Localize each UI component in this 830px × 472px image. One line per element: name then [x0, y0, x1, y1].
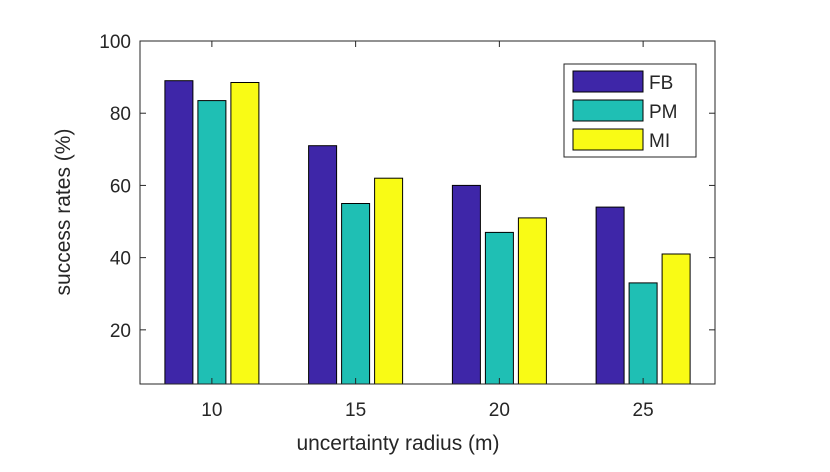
x-tick-label-20: 20: [489, 400, 510, 421]
x-tick-label-25: 25: [633, 400, 654, 421]
x-axis-label: uncertainty radius (m): [296, 432, 499, 455]
x-tick-label-15: 15: [345, 400, 366, 421]
legend-swatch-pm: [572, 99, 644, 122]
legend-swatch-mi: [572, 128, 644, 151]
bar-pm-20: [484, 231, 514, 385]
bar-fb-20: [451, 184, 481, 385]
y-tick-label-80: 80: [110, 104, 131, 125]
legend-label-pm: PM: [649, 102, 678, 123]
bar-mi-20: [517, 217, 547, 385]
bar-fb-25: [595, 206, 625, 385]
y-tick-label-20: 20: [110, 321, 131, 342]
bar-fb-10: [164, 80, 194, 385]
bar-mi-15: [374, 177, 404, 385]
legend-swatch-fb: [572, 70, 644, 93]
x-tick-label-10: 10: [201, 400, 222, 421]
bar-pm-10: [197, 100, 227, 385]
y-tick-label-100: 100: [99, 32, 131, 53]
bar-mi-25: [661, 253, 691, 385]
ticks-layer: 10 15 20 25 20 40 60 80 100: [99, 32, 715, 421]
bar-pm-25: [628, 282, 658, 385]
plot-frame: [139, 40, 716, 385]
bar-mi-10: [230, 82, 260, 385]
bars-layer: [164, 80, 691, 385]
y-axis-label: success rates (%): [52, 129, 75, 296]
y-tick-label-40: 40: [110, 249, 131, 270]
bar-pm-15: [341, 203, 371, 385]
y-tick-label-60: 60: [110, 176, 131, 197]
bar-fb-15: [308, 145, 338, 385]
legend-label-mi: MI: [649, 131, 670, 152]
legend: FB PM MI: [563, 63, 697, 158]
legend-label-fb: FB: [649, 73, 673, 94]
